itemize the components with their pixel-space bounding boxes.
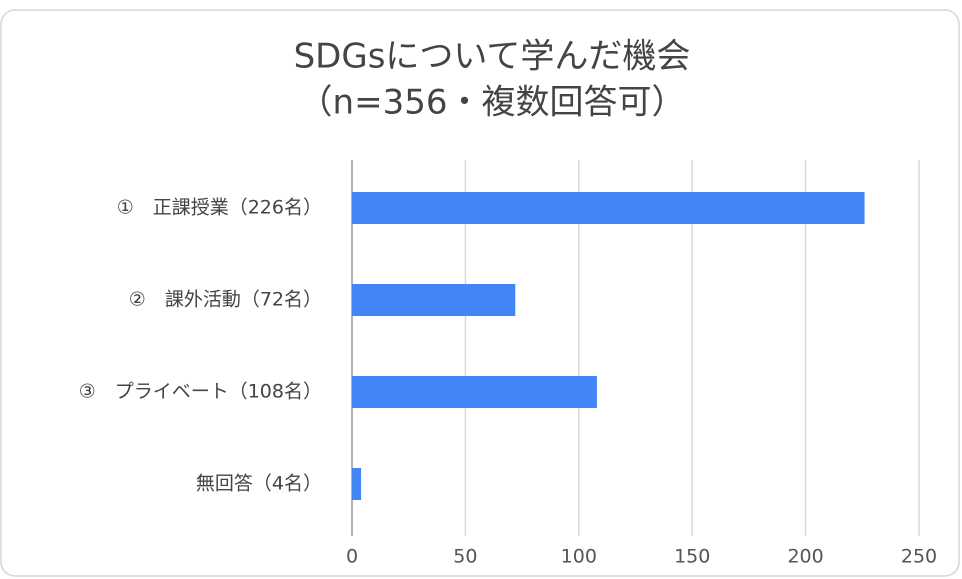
bar	[352, 192, 865, 224]
y-tick-label: 無回答（4名）	[196, 473, 322, 495]
chart-subtitle: （n=356・複数回答可）	[299, 83, 686, 123]
x-tick-label: 200	[787, 546, 823, 568]
x-tick-label: 50	[453, 546, 477, 568]
y-tick-label: ② 課外活動（72名）	[129, 289, 322, 311]
y-tick-label: ③ プライベート（108名）	[79, 381, 322, 403]
x-tick-label: 0	[346, 546, 358, 568]
x-tick-label: 250	[901, 546, 937, 568]
chart-title: SDGsについて学んだ機会	[294, 37, 691, 77]
y-tick-label: ① 正課授業（226名）	[117, 197, 322, 219]
bar	[352, 468, 362, 500]
bar	[352, 376, 597, 408]
x-tick-label: 100	[561, 546, 597, 568]
bar	[352, 284, 516, 316]
x-tick-label: 150	[674, 546, 710, 568]
